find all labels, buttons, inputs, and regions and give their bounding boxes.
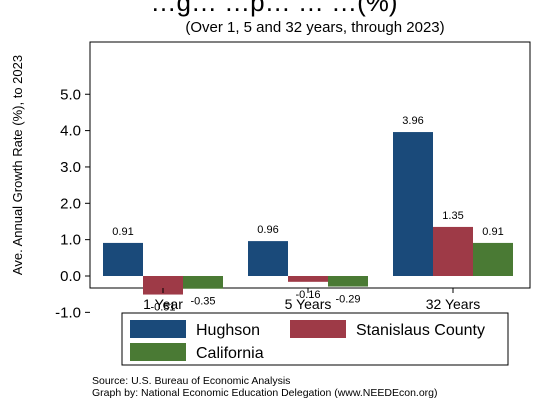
x-tick-label: 32 Years: [426, 296, 481, 312]
bar-value-label: 0.91: [482, 226, 503, 238]
bar-hughson: [248, 241, 288, 276]
bar-hughson: [393, 132, 433, 276]
legend-label: Hughson: [196, 322, 260, 339]
bar-hughson: [103, 242, 143, 276]
bar-value-label: -0.16: [295, 289, 320, 301]
bar-value-label: 0.96: [257, 224, 278, 236]
bar-value-label: 0.91: [112, 226, 133, 238]
legend-swatch: [290, 320, 346, 338]
y-tick-label: 5.0: [60, 86, 81, 103]
x-tick-label: 1 Year: [143, 296, 183, 312]
legend-swatch: [130, 320, 186, 338]
credit-note: Graph by: National Economic Education De…: [92, 387, 438, 399]
bar-california: [183, 276, 223, 289]
plot-area: -1.0 0.0 1.0 2.0 3.0 4.0 5.0 0.91 -0.51 -0.35 1 Ye…: [55, 41, 531, 321]
bar-value-label: 3.96: [402, 115, 423, 127]
legend: Hughson Stanislaus County California: [121, 312, 509, 366]
bar-california: [473, 242, 513, 276]
y-axis-label: Ave. Annual Growth Rate (%), to 2023: [10, 55, 25, 275]
bar-value-label: -0.35: [190, 296, 215, 308]
bar-stanislaus-county: [433, 226, 473, 276]
y-tick-label: 0.0: [60, 268, 81, 285]
legend-label: Stanislaus County: [356, 322, 485, 339]
legend-label: California: [196, 345, 264, 362]
y-tick-label: 3.0: [60, 159, 81, 176]
y-tick-label: 2.0: [60, 195, 81, 212]
chart-title: …g… …p… … …(%): [150, 0, 397, 17]
bar-stanislaus-county: [143, 276, 183, 295]
bar-value-label: -0.29: [335, 294, 360, 306]
chart-subtitle: (Over 1, 5 and 32 years, through 2023): [185, 19, 444, 36]
bar-value-label: -0.51: [150, 302, 175, 314]
x-tick-label: 5 Years: [285, 296, 332, 312]
plot-frame: [89, 41, 531, 289]
source-note: Source: U.S. Bureau of Economic Analysis: [92, 375, 290, 387]
bar-value-label: 1.35: [442, 210, 463, 222]
bar-stanislaus-county: [288, 276, 328, 282]
y-tick-label: 4.0: [60, 123, 81, 140]
y-tick-label: -1.0: [55, 304, 81, 321]
legend-swatch: [130, 343, 186, 361]
bar-california: [328, 276, 368, 287]
y-tick-label: 1.0: [60, 232, 81, 249]
